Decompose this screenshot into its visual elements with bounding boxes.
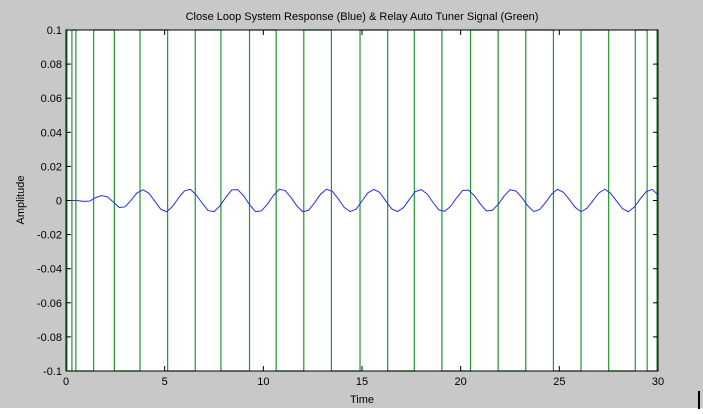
response-layer (66, 188, 659, 213)
text-cursor (698, 391, 700, 409)
x-tick-label: 0 (63, 376, 69, 388)
x-tick-label: 10 (257, 376, 269, 388)
y-tick-label: 0.08 (41, 59, 62, 71)
y-tick-label: -0.1 (43, 366, 62, 378)
y-tick-label: 0 (56, 196, 62, 208)
system-response-line (66, 188, 659, 213)
y-tick-label: -0.04 (37, 264, 62, 276)
y-tick-label: -0.08 (37, 332, 62, 344)
y-axis-label: Amplitude (15, 176, 27, 225)
x-tick-label: 15 (356, 376, 368, 388)
tick-layer: 0 5 10 15 20 25 30 0.1 0.08 0.06 0.04 0.02 0 -0.02 -0.… (37, 25, 664, 388)
x-tick-label: 20 (455, 376, 467, 388)
y-tick-label: 0.06 (41, 93, 62, 105)
window-bottom-edge (0, 408, 703, 414)
x-axis-label: Time (350, 394, 374, 406)
x-tick-label: 30 (652, 376, 664, 388)
y-tick-label: 0.04 (41, 127, 62, 139)
y-tick-label: -0.02 (37, 230, 62, 242)
chart-title: Close Loop System Response (Blue) & Rela… (186, 11, 539, 23)
x-tick-label: 5 (162, 376, 168, 388)
x-tick-label: 25 (553, 376, 565, 388)
y-tick-label: -0.06 (37, 298, 62, 310)
y-tick-label: 0.02 (41, 161, 62, 173)
y-tick-label: 0.1 (47, 25, 62, 37)
